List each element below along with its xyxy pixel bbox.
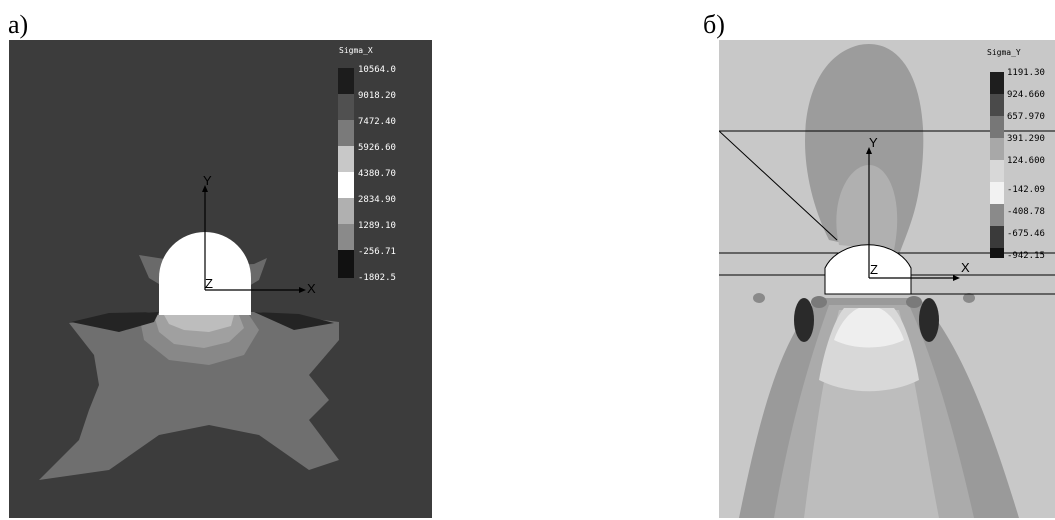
opening-hole bbox=[824, 244, 912, 295]
legend-value: -1802.5 bbox=[358, 273, 396, 283]
right-corner-spot bbox=[906, 296, 922, 308]
legend-values: 1191.30 924.660 657.970 391.290 124.600 … bbox=[1007, 68, 1045, 261]
x-axis-label: X bbox=[961, 260, 970, 275]
near-hole-band-3 bbox=[164, 315, 234, 332]
right-far-spot bbox=[963, 293, 975, 303]
y-axis-label: Y bbox=[869, 135, 878, 150]
boundary-line-diagonal bbox=[719, 130, 838, 241]
left-corner-spot bbox=[811, 296, 827, 308]
sigma-x-plot: Y Z X Sigma_X 10564.0 9018.20 7472.40 59… bbox=[9, 40, 432, 518]
legend-title: Sigma_Y bbox=[987, 48, 1021, 57]
legend-value: -256.71 bbox=[358, 247, 396, 257]
y-axis-arrow bbox=[866, 147, 872, 154]
legend-value: -675.46 bbox=[1007, 229, 1045, 239]
y-axis-label: Y bbox=[203, 173, 212, 188]
legend-value: -408.78 bbox=[1007, 207, 1045, 217]
lower-stress-region bbox=[39, 312, 339, 480]
lower-plume-core bbox=[834, 308, 904, 348]
panel-a-label: а) bbox=[8, 10, 29, 39]
left-compressive-lobe bbox=[71, 312, 159, 332]
right-compressive-lobe bbox=[254, 312, 334, 330]
legend-value: 7472.40 bbox=[358, 117, 396, 127]
legend-value: 924.660 bbox=[1007, 90, 1045, 100]
legend-value: 2834.90 bbox=[358, 195, 396, 205]
legend-value: -942.15 bbox=[1007, 251, 1045, 261]
z-axis-label: Z bbox=[205, 276, 213, 291]
left-compressive-lobe bbox=[794, 298, 814, 342]
sigma-x-contour-map: Y Z X Sigma_X 10564.0 9018.20 7472.40 59… bbox=[9, 40, 432, 518]
x-axis-label: X bbox=[307, 281, 316, 296]
x-axis-arrow bbox=[953, 275, 960, 281]
color-legend bbox=[338, 68, 354, 278]
legend-value: 4380.70 bbox=[358, 169, 396, 179]
color-legend bbox=[990, 72, 1004, 258]
legend-value: 1289.10 bbox=[358, 221, 396, 231]
legend-value: 10564.0 bbox=[358, 65, 396, 75]
left-far-spot bbox=[753, 293, 765, 303]
legend-title: Sigma_X bbox=[339, 46, 373, 55]
y-axis-arrow bbox=[202, 185, 208, 192]
legend-value: 1191.30 bbox=[1007, 68, 1045, 78]
legend-value: 124.600 bbox=[1007, 156, 1045, 166]
legend-value: 391.290 bbox=[1007, 134, 1045, 144]
legend-value: 657.970 bbox=[1007, 112, 1045, 122]
panel-b-label: б) bbox=[703, 10, 725, 39]
z-axis-label: Z bbox=[870, 262, 878, 277]
sigma-y-contour-map: Y Z X Sigma_Y 1191.30 924.660 657.970 39… bbox=[719, 40, 1055, 518]
sigma-y-plot: Y Z X Sigma_Y 1191.30 924.660 657.970 39… bbox=[719, 40, 1055, 518]
legend-value: 5926.60 bbox=[358, 143, 396, 153]
legend-value: -142.09 bbox=[1007, 185, 1045, 195]
legend-value: 9018.20 bbox=[358, 91, 396, 101]
x-axis-arrow bbox=[299, 287, 306, 293]
right-compressive-lobe bbox=[919, 298, 939, 342]
upper-inner-band bbox=[836, 165, 898, 250]
legend-values: 10564.0 9018.20 7472.40 5926.60 4380.70 … bbox=[358, 65, 396, 283]
